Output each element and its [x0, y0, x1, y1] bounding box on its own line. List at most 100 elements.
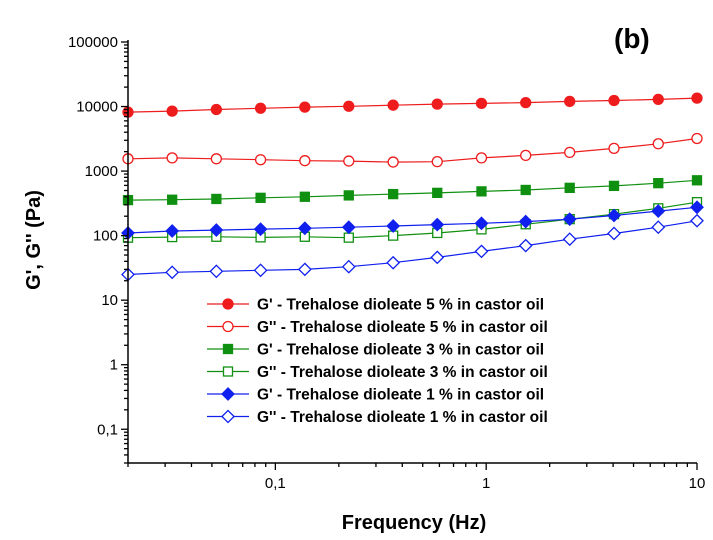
data-point	[520, 96, 532, 109]
legend-marker	[222, 320, 234, 333]
legend: G' - Trehalose dioleate 5 % in castor oi…	[203, 294, 669, 427]
data-point	[476, 186, 487, 197]
data-point	[165, 224, 180, 238]
data-point	[651, 220, 666, 235]
data-point	[299, 191, 310, 202]
data-point	[253, 222, 268, 237]
legend-marker	[222, 366, 234, 377]
data-point	[299, 101, 311, 113]
legend-entry-bg	[203, 316, 669, 337]
series-line	[127, 201, 698, 239]
data-point	[167, 194, 178, 205]
data-point	[564, 146, 576, 159]
data-point	[520, 184, 531, 196]
axes: 0,1 1 10 0,1 1 10 100 1000 10000 100000	[68, 34, 705, 492]
data-point	[608, 180, 620, 192]
data-point	[166, 152, 178, 164]
y-tick-label: 1000	[85, 163, 118, 180]
data-point	[431, 156, 443, 168]
series-6	[121, 213, 704, 282]
data-point	[387, 188, 399, 200]
data-point	[386, 219, 401, 233]
data-point	[253, 263, 268, 278]
data-point	[343, 190, 354, 201]
data-point	[386, 255, 401, 270]
data-point	[254, 154, 267, 166]
data-point	[691, 92, 703, 104]
series-line	[127, 97, 698, 113]
data-point	[518, 238, 533, 253]
data-point	[341, 220, 356, 235]
data-point	[653, 178, 664, 189]
y-axis-title: G', G'' (Pa)	[23, 190, 45, 290]
data-point	[691, 175, 703, 186]
legend-entry: G'' - Trehalose dioleate 1 % in castor o…	[203, 406, 669, 427]
data-point	[431, 98, 443, 110]
data-point	[652, 138, 664, 150]
series-line	[127, 179, 698, 201]
panel-label: (b)	[614, 23, 650, 54]
legend-label: G'' - Trehalose dioleate 3 % in castor o…	[257, 364, 548, 381]
x-tick-label: 1	[482, 475, 490, 492]
legend-label: G' - Trehalose dioleate 5 % in castor oi…	[257, 297, 544, 314]
data-point	[299, 155, 311, 167]
legend-entry-bg	[203, 361, 669, 382]
data-point	[210, 153, 223, 165]
data-point	[608, 142, 620, 155]
data-point	[343, 100, 355, 112]
y-tick-label: 10	[101, 292, 118, 309]
series-line	[127, 220, 698, 276]
data-point	[518, 214, 533, 229]
data-point	[562, 212, 577, 227]
legend-entry-bg	[203, 406, 669, 427]
data-point	[209, 223, 224, 237]
data-point	[608, 94, 620, 107]
data-point	[343, 155, 355, 167]
data-point	[254, 102, 267, 114]
data-point	[564, 95, 576, 108]
data-point	[341, 259, 356, 274]
data-point	[520, 149, 532, 162]
legend-entry: G'' - Trehalose dioleate 3 % in castor o…	[203, 361, 669, 382]
legend-entry-bg	[203, 294, 669, 314]
y-tick-label: 0,1	[97, 421, 118, 438]
data-point	[209, 264, 224, 279]
data-point	[211, 193, 222, 205]
data-point	[651, 204, 666, 219]
data-point	[430, 250, 445, 265]
data-point	[562, 232, 577, 247]
legend-marker	[222, 298, 234, 310]
data-point	[297, 262, 312, 277]
data-point	[387, 156, 399, 168]
data-point	[166, 105, 178, 117]
y-tick-label: 10000	[76, 99, 118, 116]
series-layer	[121, 92, 704, 282]
data-point	[387, 99, 399, 111]
data-point	[690, 213, 704, 228]
legend-entry: G' - Trehalose dioleate 3 % in castor oi…	[203, 339, 669, 359]
x-tick-label: 10	[689, 475, 706, 492]
data-point	[432, 187, 443, 199]
data-point	[475, 97, 488, 110]
data-point	[607, 208, 621, 223]
legend-marker	[221, 409, 235, 424]
legend-entry: G'' - Trehalose dioleate 5 % in castor o…	[203, 316, 669, 337]
data-point	[430, 217, 445, 232]
data-point	[343, 232, 354, 243]
y-tick-label: 1	[110, 357, 118, 374]
legend-entry: G' - Trehalose dioleate 1 % in castor oi…	[203, 384, 669, 404]
series-line	[127, 137, 698, 163]
data-point	[690, 200, 704, 215]
legend-label: G' - Trehalose dioleate 1 % in castor oi…	[257, 387, 544, 404]
data-point	[691, 132, 703, 145]
legend-label: G'' - Trehalose dioleate 1 % in castor o…	[257, 409, 548, 426]
series-1	[122, 92, 703, 118]
data-point	[255, 192, 266, 203]
data-point	[297, 221, 312, 236]
legend-label: G'' - Trehalose dioleate 5 % in castor o…	[257, 319, 548, 336]
data-point	[652, 93, 664, 106]
data-point	[475, 152, 488, 164]
series-line	[127, 206, 698, 234]
legend-marker	[222, 343, 234, 355]
